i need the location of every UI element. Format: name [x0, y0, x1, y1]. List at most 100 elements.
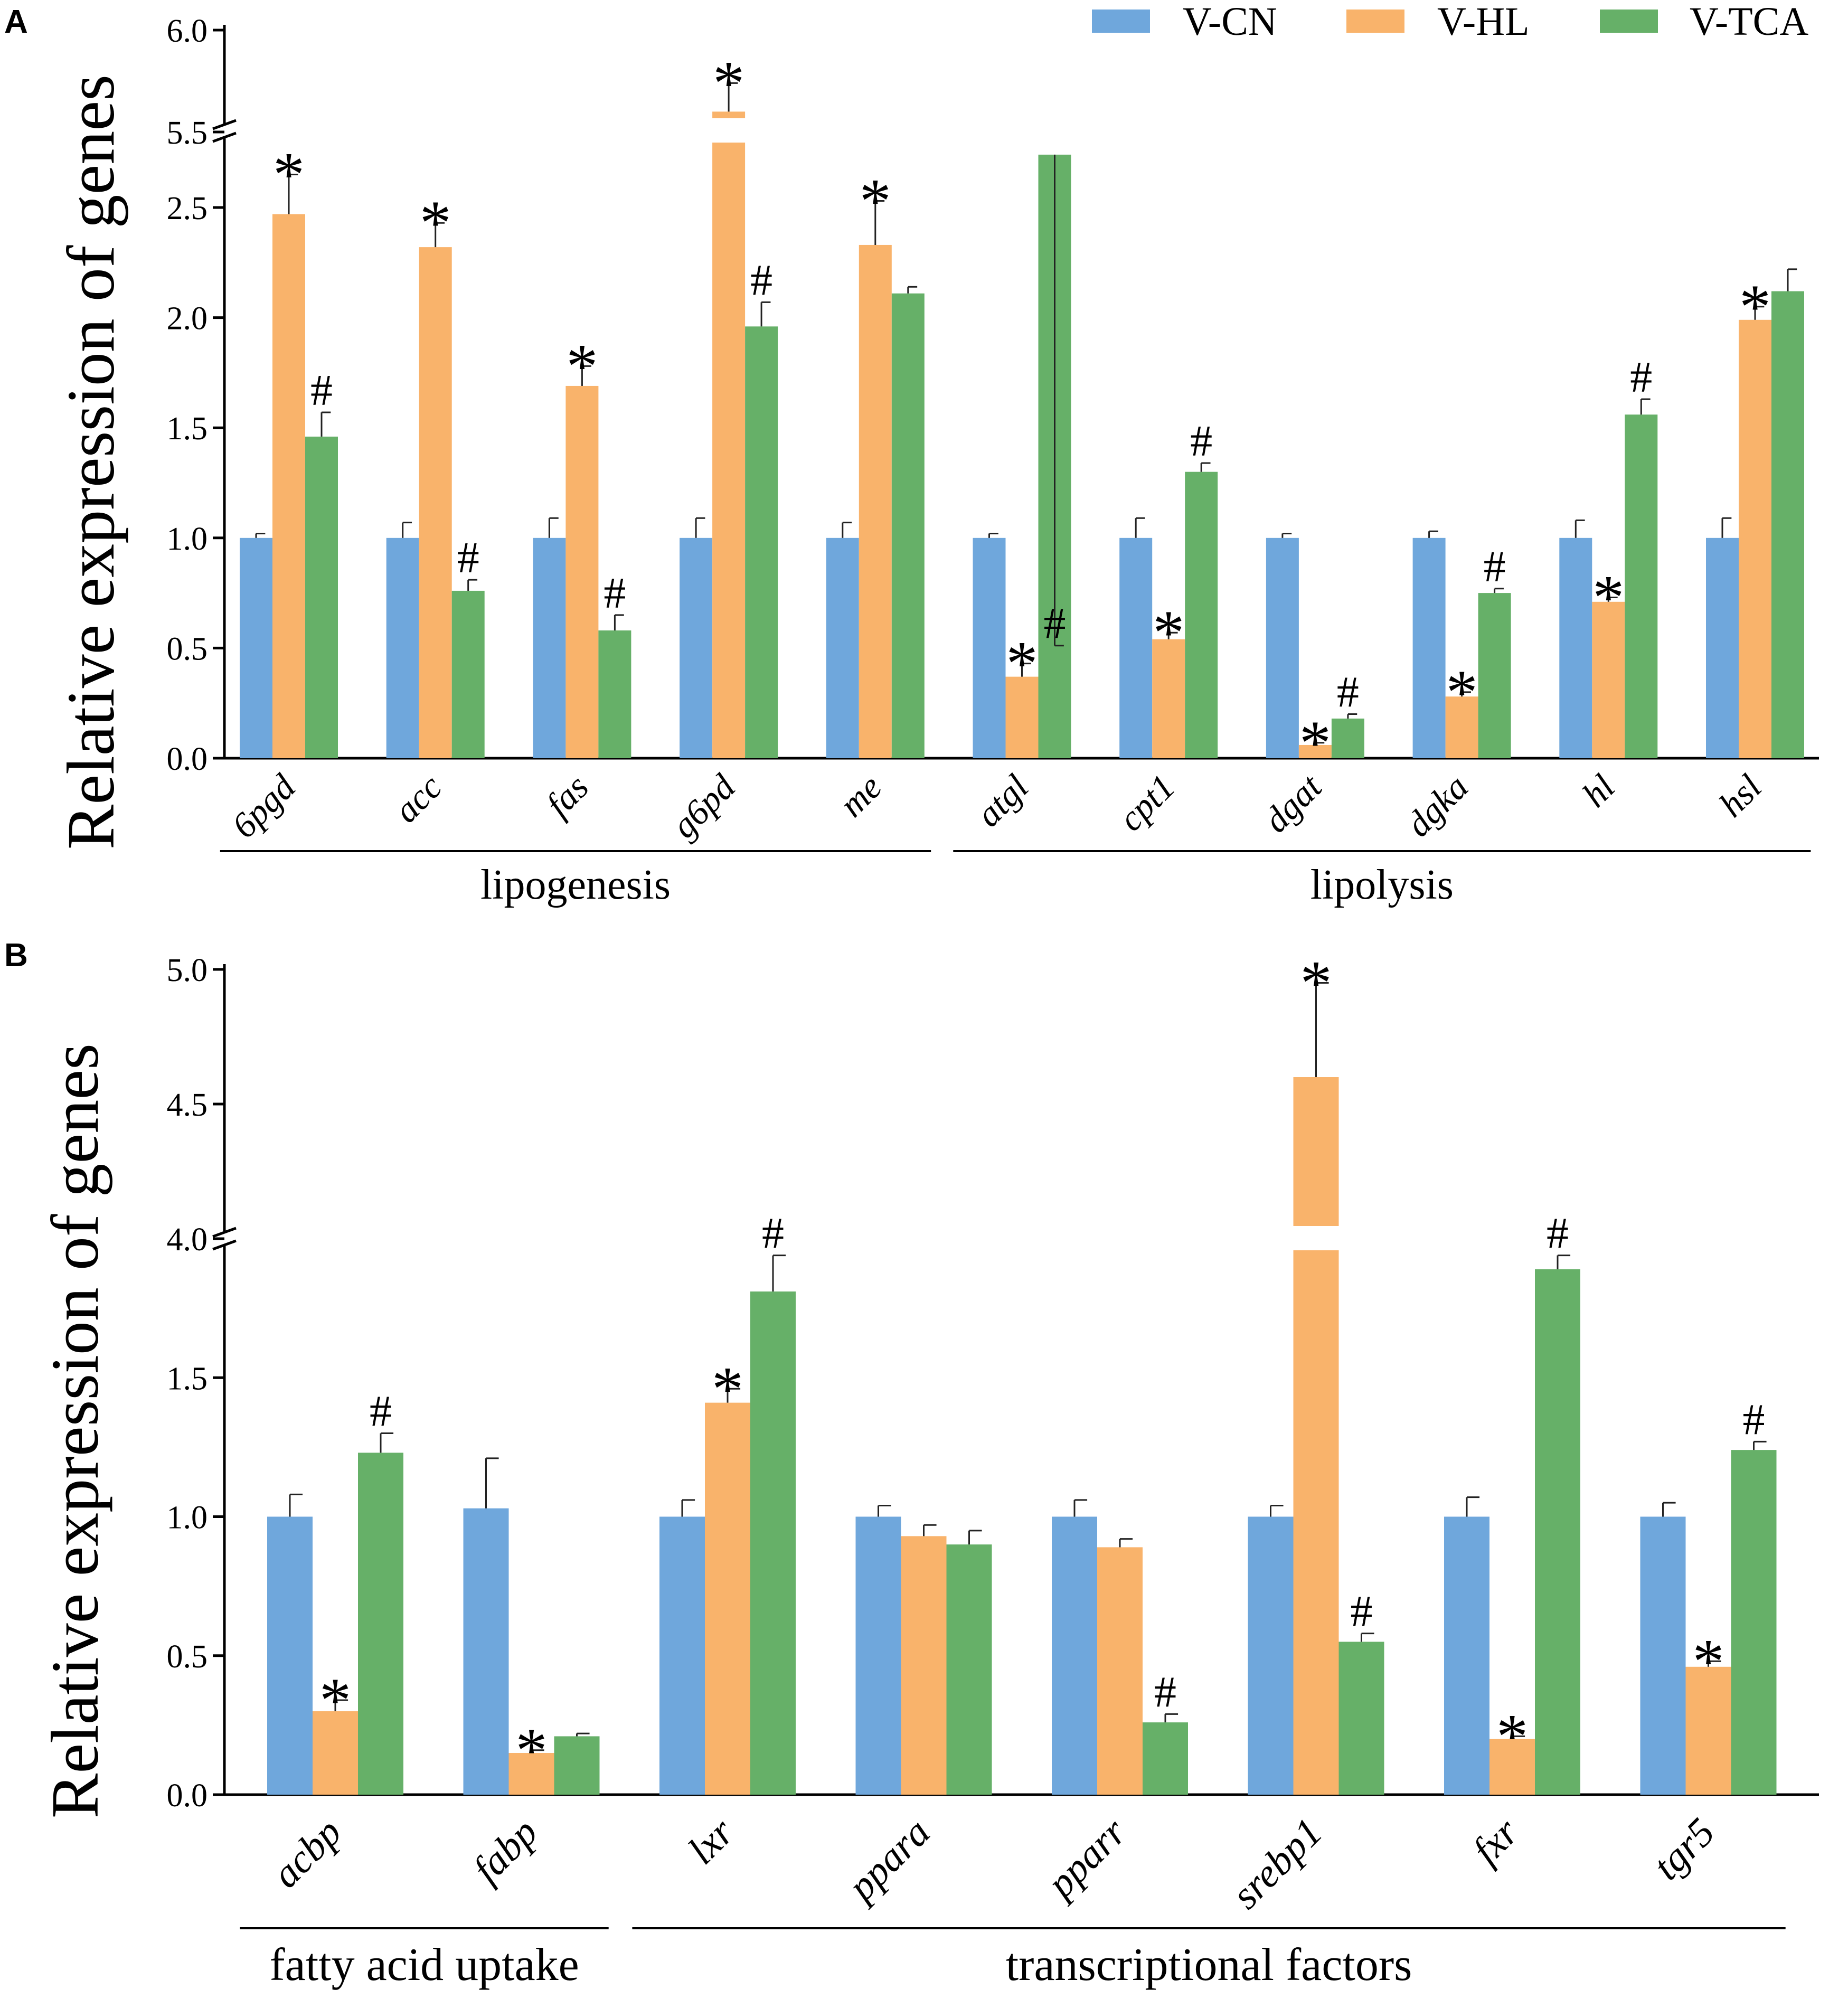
- panel-a-bar-atgl-v-hl-significance-star: *: [1006, 628, 1038, 699]
- panel-b-bar-tgr5-v-cn: [1640, 1516, 1686, 1795]
- panel-a-bar-me-v-hl: [859, 244, 892, 759]
- panel-b-axis-break-mark: [212, 1239, 237, 1251]
- panel-a-bar-cpt1-v-hl: [1152, 639, 1185, 758]
- panel-a-bar-hl-v-tca: [1625, 414, 1658, 758]
- panel-b-letter: B: [4, 937, 28, 974]
- legend-label-v-cn: V-CN: [1183, 0, 1277, 44]
- panel-a-letter: A: [4, 4, 28, 40]
- panel-a-bar-dgka-v-tca-significance-hash: #: [1484, 542, 1506, 591]
- panel-a-bar-fas-v-hl-significance-star: *: [566, 331, 598, 401]
- panel-a-bar-cpt1-v-cn: [1119, 538, 1153, 758]
- panel-a-bar-me-v-cn: [826, 538, 859, 758]
- panel-b-y-tick-label: 1.0: [167, 1500, 208, 1536]
- panel-a-bar-acc-v-hl-significance-star: *: [420, 187, 451, 258]
- panel-a-bar-dgat-v-tca-significance-hash: #: [1337, 668, 1359, 717]
- legend-swatch-v-hl: [1346, 10, 1404, 33]
- panel-a-bar-acc-v-tca-significance-hash: #: [457, 533, 479, 582]
- panel-b-bar-acbp-v-tca-significance-hash: #: [370, 1387, 392, 1436]
- panel-b-axis-break-mark: [212, 1227, 237, 1238]
- panel-a-bar-atgl-v-hl: [1005, 676, 1039, 758]
- panel-b-bar-pparr-v-cn: [1052, 1516, 1097, 1795]
- panel-b-y-tick-label: 1.5: [167, 1361, 208, 1397]
- panel-b-bar-lxr-v-tca-significance-hash: #: [762, 1209, 784, 1258]
- panel-b-bar-tgr5-v-tca-significance-hash: #: [1743, 1395, 1765, 1444]
- panel-a-y-tick-label: 6.0: [167, 13, 208, 49]
- panel-a-bar-acc-v-hl: [419, 247, 452, 758]
- panel-a-bar-cpt1-v-tca: [1185, 472, 1218, 758]
- panel-b-bar-srebp1-v-hl: [1293, 1250, 1339, 1795]
- panel-b-bar-acbp-v-cn: [267, 1516, 313, 1795]
- panel-a-bar-dgat-v-tca: [1331, 718, 1364, 758]
- panel-b-bar-lxr-v-cn: [659, 1516, 705, 1795]
- panel-b-bar-acbp-v-hl-significance-star: *: [319, 1665, 351, 1735]
- panel-b-bar-ppara-v-hl: [901, 1536, 947, 1795]
- panel-a-y-axis-title: Relative expression of genes: [53, 74, 128, 850]
- panel-a-bar-hsl-v-tca: [1771, 291, 1804, 758]
- panel-a-bar-g6pd-v-hl-significance-star: *: [713, 48, 744, 118]
- panel-b-bar-srebp1-v-tca-significance-hash: #: [1351, 1587, 1373, 1636]
- panel-a-y-tick-label: 2.0: [167, 301, 208, 337]
- panel-b-group-label: transcriptional factors: [1006, 1939, 1412, 1991]
- panel-a-group-label: lipogenesis: [480, 862, 671, 908]
- panel-a-bar-6pgd-v-hl: [272, 214, 305, 758]
- panel-b-bar-acbp-v-hl: [313, 1711, 358, 1795]
- panel-a-bar-atgl-v-cn: [973, 538, 1006, 758]
- panel-a-bar-cpt1-v-hl-significance-star: *: [1153, 597, 1184, 667]
- panel-a-bar-6pgd-v-hl-significance-star: *: [273, 139, 305, 209]
- panel-a-bar-dgat-v-cn: [1266, 538, 1299, 758]
- panel-a-bar-hl-v-tca-significance-hash: #: [1630, 353, 1652, 402]
- panel-b-bar-srebp1-v-tca: [1338, 1642, 1384, 1795]
- legend-label-v-hl: V-HL: [1437, 0, 1530, 44]
- panel-a-bar-dgat-v-hl-significance-star: *: [1299, 708, 1331, 778]
- panel-b-bar-srebp1-v-hl-significance-star: *: [1300, 948, 1332, 1018]
- legend-swatch-v-tca: [1600, 10, 1658, 33]
- panel-a-bar-g6pd-v-tca: [745, 326, 778, 758]
- legend-swatch-v-cn: [1092, 10, 1150, 33]
- panel-a-bar-hsl-v-cn: [1706, 538, 1739, 758]
- panel-b-bar-fxr-v-hl: [1489, 1739, 1535, 1795]
- legend-label-v-tca: V-TCA: [1690, 0, 1808, 44]
- panel-b-bar-fabp-v-hl-significance-star: *: [516, 1715, 548, 1785]
- panel-a-bar-me-v-tca: [891, 293, 925, 758]
- panel-b-bar-srebp1-v-hl-upper: [1293, 1077, 1339, 1226]
- panel-b-y-tick-label: 4.0: [167, 1222, 208, 1258]
- panel-a-axis-break-mark: [212, 131, 237, 143]
- panel-a-bar-6pgd-v-tca-significance-hash: #: [310, 366, 333, 415]
- panel-a-bar-hsl-v-hl: [1739, 319, 1771, 758]
- panel-b-y-tick-label: 4.5: [167, 1087, 208, 1123]
- panel-b-bar-tgr5-v-hl-significance-star: *: [1693, 1626, 1724, 1696]
- panel-b-bar-fxr-v-tca-significance-hash: #: [1547, 1209, 1569, 1258]
- panel-a-bar-g6pd-v-hl-upper: [712, 111, 746, 118]
- panel-a-bar-hl-v-hl-significance-star: *: [1592, 562, 1624, 632]
- panel-a-y-tick-label: 5.5: [167, 115, 208, 151]
- panel-b-y-tick-label: 0.5: [167, 1639, 208, 1675]
- panel-a-axis-break-mark: [212, 119, 237, 130]
- panel-b-y-tick-label: 5.0: [167, 953, 208, 988]
- panel-a-bar-dgka-v-hl: [1445, 696, 1478, 758]
- panel-a-bar-atgl-v-tca-significance-hash: #: [1044, 599, 1066, 648]
- panel-a-bar-me-v-hl-significance-star: *: [860, 166, 891, 236]
- panel-b-bar-tgr5-v-hl: [1685, 1666, 1731, 1795]
- panel-a-bar-dgka-v-hl-significance-star: *: [1446, 657, 1478, 727]
- panel-a-bar-fas-v-cn: [533, 538, 566, 758]
- panel-b-bar-pparr-v-tca: [1143, 1722, 1188, 1795]
- panel-b-bar-lxr-v-hl-significance-star: *: [712, 1353, 743, 1423]
- panel-b-bar-pparr-v-tca-significance-hash: #: [1154, 1667, 1176, 1717]
- panel-b-bar-srebp1-v-cn: [1248, 1516, 1294, 1795]
- panel-a-y-tick-label: 1.0: [167, 521, 208, 557]
- panel-a-group-label: lipolysis: [1310, 862, 1454, 908]
- panel-b-bar-tgr5-v-tca: [1731, 1450, 1777, 1795]
- panel-b-bar-fxr-v-cn: [1444, 1516, 1489, 1795]
- panel-a-bar-dgka-v-tca: [1478, 593, 1511, 758]
- panel-a-bar-dgat-v-hl: [1298, 744, 1332, 758]
- panel-a-y-tick-label: 0.0: [167, 741, 208, 777]
- panel-a-bar-fas-v-tca-significance-hash: #: [604, 569, 626, 618]
- panel-b-bar-ppara-v-cn: [855, 1516, 901, 1795]
- panel-b-bar-fxr-v-hl-significance-star: *: [1496, 1701, 1528, 1771]
- legend: V-CN V-HL V-TCA: [1092, 0, 1808, 44]
- panel-a-bar-6pgd-v-cn: [240, 538, 272, 758]
- panel-b-bar-fabp-v-cn: [463, 1508, 509, 1795]
- panel-a-bar-hl-v-cn: [1559, 538, 1592, 758]
- panel-a-bar-hl-v-hl: [1592, 601, 1625, 758]
